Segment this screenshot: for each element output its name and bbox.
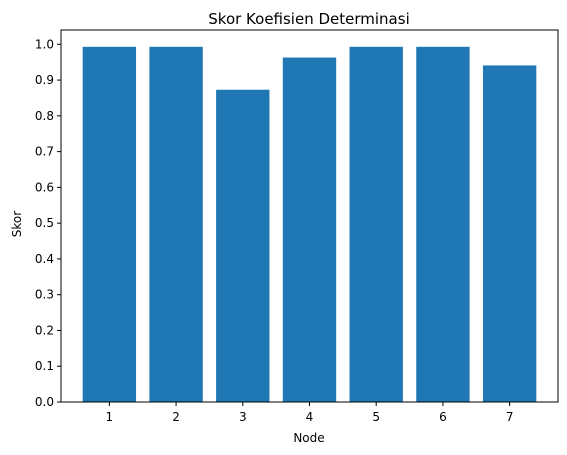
bar-node-6	[416, 46, 470, 403]
x-tick-label: 5	[372, 410, 380, 424]
y-tick-label: 0.8	[35, 109, 54, 123]
bar-node-1	[82, 46, 137, 403]
y-tick-label: 0.4	[35, 252, 54, 266]
x-tick-label: 6	[439, 410, 447, 424]
y-axis-label: Skor	[10, 211, 24, 237]
x-tick-label: 3	[239, 410, 247, 424]
bar-node-2	[149, 46, 203, 403]
y-tick-label: 0.3	[35, 288, 54, 302]
y-tick-label: 1.0	[35, 37, 54, 51]
x-axis-label: Node	[293, 431, 324, 445]
x-tick-label: 7	[506, 410, 514, 424]
y-tick-label: 0.2	[35, 323, 54, 337]
y-tick-label: 0.5	[35, 216, 54, 230]
bar-node-5	[349, 46, 403, 403]
bar-node-3	[216, 89, 270, 402]
y-tick-label: 0.1	[35, 359, 54, 373]
x-tick-label: 2	[172, 410, 180, 424]
y-tick-label: 0.9	[35, 73, 54, 87]
bar-node-7	[482, 65, 537, 403]
x-tick-label: 1	[106, 410, 114, 424]
x-tick-label: 4	[306, 410, 314, 424]
y-tick-label: 0.6	[35, 180, 54, 194]
y-tick-label: 0.0	[35, 395, 54, 409]
x-axis-ticks: 1 2 3 4 5 6 7	[106, 402, 514, 424]
bar-node-4	[282, 57, 337, 403]
y-axis-ticks: 0.0 0.1 0.2 0.3 0.4 0.5 0.6 0.7 0.8 0.9 1.0	[35, 37, 61, 409]
y-tick-label: 0.7	[35, 145, 54, 159]
chart-title: Skor Koefisien Determinasi	[208, 10, 409, 28]
bars-group	[82, 46, 537, 403]
